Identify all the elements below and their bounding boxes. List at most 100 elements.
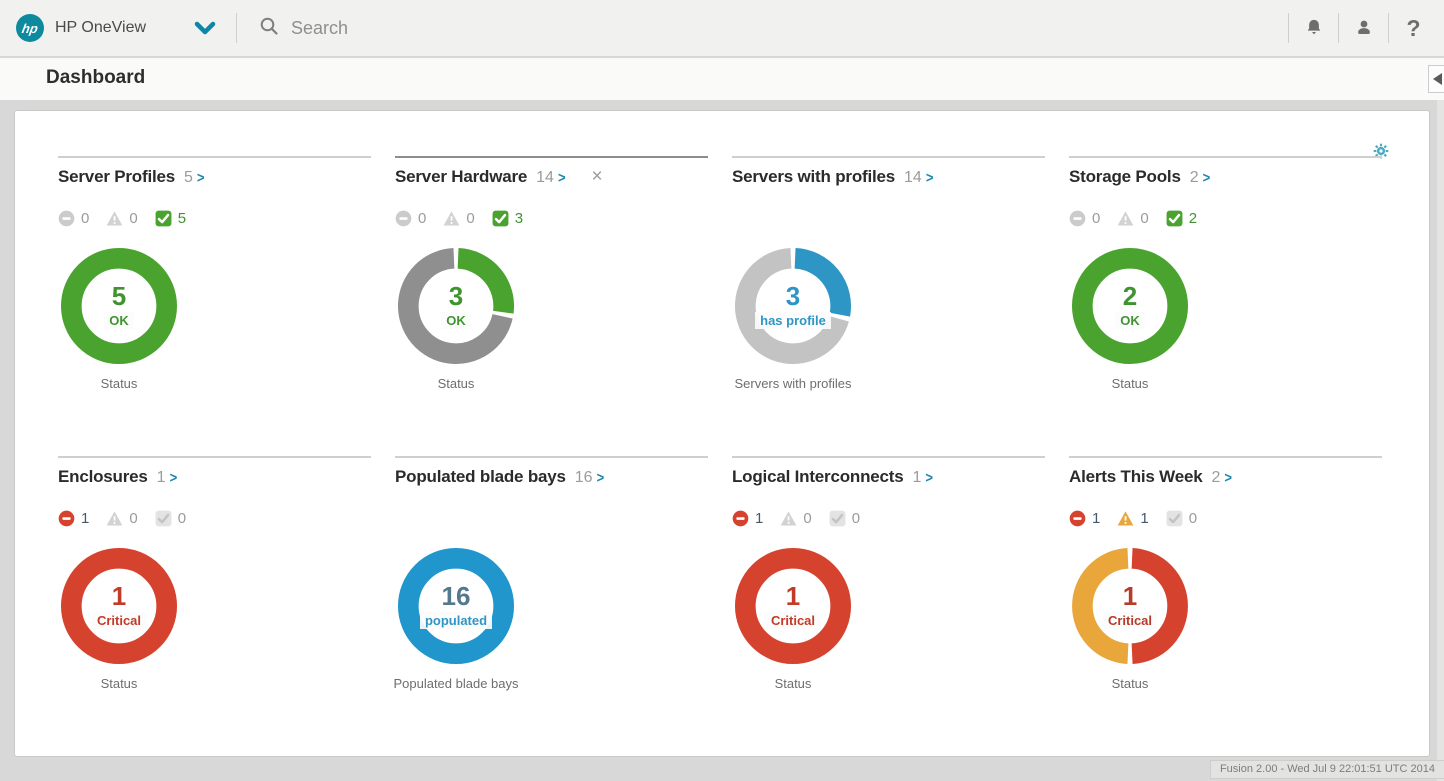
- tile-count-link[interactable]: 1: [156, 469, 166, 486]
- critical-icon: [732, 510, 749, 527]
- version-footer: Fusion 2.00 - Wed Jul 9 22:01:51 UTC 201…: [1209, 760, 1444, 779]
- tile-link-arrow-icon[interactable]: >: [925, 168, 934, 187]
- tile-title: Servers with profiles: [732, 167, 896, 186]
- status-count: 0: [1188, 509, 1198, 527]
- collapse-left-arrow-icon: [1433, 73, 1442, 85]
- status-donut-chart[interactable]: 1 Critical: [734, 547, 852, 665]
- tile-top-rule: [395, 456, 708, 458]
- status-critical-indicator: 1: [1069, 510, 1100, 527]
- tile-header: Logical Interconnects 1 > ×: [732, 467, 1045, 487]
- status-warning-indicator: 0: [106, 510, 138, 527]
- tile-header: Alerts This Week 2 > ×: [1069, 467, 1382, 487]
- status-donut-chart[interactable]: 3 has profile: [734, 247, 852, 365]
- warning-icon: [106, 510, 123, 527]
- tile-count-link[interactable]: 16: [574, 469, 593, 486]
- critical-icon: [58, 210, 75, 227]
- dashboard-tile-servers-with-profiles[interactable]: Servers with profiles 14 > × 3 has profi…: [732, 156, 1045, 456]
- tile-link-arrow-icon[interactable]: >: [596, 468, 605, 487]
- ok-icon: [155, 510, 172, 527]
- tile-header: Servers with profiles 14 > ×: [732, 167, 1045, 187]
- settings-gear-icon[interactable]: [1373, 143, 1389, 159]
- search-input[interactable]: [291, 17, 812, 39]
- tile-link-arrow-icon[interactable]: >: [1224, 468, 1232, 487]
- tile-link-arrow-icon[interactable]: >: [557, 168, 566, 187]
- tile-title: Storage Pools: [1069, 167, 1181, 186]
- tile-title: Logical Interconnects: [732, 467, 904, 486]
- critical-icon: [58, 510, 75, 527]
- hp-logo: hp: [16, 14, 44, 42]
- warning-icon: [780, 510, 797, 527]
- tile-header: Server Profiles 5 > ×: [58, 167, 371, 187]
- status-ok-indicator: 0: [829, 510, 860, 527]
- collapse-panel-button[interactable]: [1428, 65, 1444, 93]
- dashboard-tile-server-hardware[interactable]: Server Hardware 14 > × 0 0 3 3 OK Status: [395, 156, 708, 456]
- status-count: 0: [466, 209, 475, 227]
- tile-status-row: 0 0 5: [58, 208, 371, 228]
- status-count: 2: [1188, 209, 1198, 227]
- tile-status-row: [732, 208, 1045, 228]
- user-account-icon[interactable]: [1339, 0, 1388, 56]
- warning-icon: [106, 210, 123, 227]
- warning-icon: [1117, 210, 1134, 227]
- status-warning-indicator: 0: [1117, 210, 1149, 227]
- tile-count-link[interactable]: 5: [184, 169, 193, 186]
- top-bar: hp HP OneView ?: [0, 0, 1444, 57]
- status-donut-chart[interactable]: 1 Critical: [1071, 547, 1189, 665]
- tile-status-row: 1 1 0: [1069, 508, 1382, 528]
- status-count: 3: [514, 209, 524, 227]
- topbar-divider: [1338, 13, 1339, 43]
- tile-status-row: 0 0 3: [395, 208, 708, 228]
- status-count: 0: [418, 209, 427, 227]
- tile-count-link[interactable]: 2: [1189, 169, 1199, 186]
- tile-top-rule: [732, 456, 1045, 458]
- tile-close-icon[interactable]: ×: [591, 166, 603, 187]
- tile-header: Server Hardware 14 > ×: [395, 167, 708, 187]
- tile-link-arrow-icon[interactable]: >: [196, 168, 205, 187]
- tile-count-link[interactable]: 14: [904, 169, 922, 186]
- status-count: 0: [129, 209, 138, 227]
- status-count: 0: [803, 509, 812, 527]
- tile-top-rule: [732, 156, 1045, 158]
- status-count: 0: [1092, 209, 1101, 227]
- dashboard-tile-alerts-this-week[interactable]: Alerts This Week 2 > × 1 1 0 1 Critical St…: [1069, 456, 1382, 756]
- status-donut-chart[interactable]: 3 OK: [397, 247, 515, 365]
- tile-count-link[interactable]: 2: [1211, 469, 1221, 486]
- ok-icon: [829, 510, 846, 527]
- tile-link-arrow-icon[interactable]: >: [925, 468, 934, 487]
- status-warning-indicator: 1: [1117, 510, 1149, 527]
- status-ok-indicator: 5: [155, 210, 186, 227]
- tile-caption: Status: [100, 376, 138, 391]
- status-ok-indicator: 3: [492, 210, 523, 227]
- warning-icon: [443, 210, 460, 227]
- status-count: 1: [755, 509, 764, 527]
- app-name: HP OneView: [55, 19, 147, 36]
- main-menu-chevron-down-icon[interactable]: [194, 21, 216, 35]
- ok-icon: [1166, 210, 1183, 227]
- tile-count-link[interactable]: 14: [536, 169, 554, 186]
- status-donut-chart[interactable]: 1 Critical: [60, 547, 178, 665]
- tile-link-arrow-icon[interactable]: >: [1202, 168, 1211, 187]
- tile-link-arrow-icon[interactable]: >: [169, 468, 178, 487]
- help-icon[interactable]: ?: [1389, 0, 1438, 56]
- tile-count-link[interactable]: 1: [912, 469, 922, 486]
- dashboard-tile-logical-interconnects[interactable]: Logical Interconnects 1 > × 1 0 0 1 Critic…: [732, 456, 1045, 756]
- tile-title: Populated blade bays: [395, 467, 566, 486]
- status-critical-indicator: 0: [1069, 210, 1100, 227]
- dashboard-tile-populated-blade-bays[interactable]: Populated blade bays 16 > × 16 populated…: [393, 456, 708, 756]
- status-donut-chart[interactable]: 5 OK: [60, 247, 178, 365]
- search-zone[interactable]: [259, 16, 1288, 41]
- dashboard-tile-server-profiles[interactable]: Server Profiles 5 > × 0 0 5 5 OK Status: [58, 156, 371, 456]
- tile-status-row: 1 0 0: [732, 508, 1045, 528]
- topbar-divider: [236, 13, 238, 43]
- notifications-bell-icon[interactable]: [1289, 0, 1338, 56]
- dashboard-tile-storage-pools[interactable]: Storage Pools 2 > × 0 0 2 2 OK Status: [1069, 156, 1382, 456]
- warning-icon: [1117, 510, 1134, 527]
- status-donut-chart[interactable]: 2 OK: [1071, 247, 1189, 365]
- status-donut-chart[interactable]: 16 populated: [397, 547, 515, 665]
- status-critical-indicator: 0: [58, 210, 89, 227]
- dashboard-tile-enclosures[interactable]: Enclosures 1 > × 1 0 0 1 Critical Status: [58, 456, 371, 756]
- scrollbar-track[interactable]: [1437, 100, 1444, 781]
- status-critical-indicator: 1: [58, 510, 89, 527]
- status-critical-indicator: 1: [732, 510, 763, 527]
- status-ok-indicator: 0: [1166, 510, 1197, 527]
